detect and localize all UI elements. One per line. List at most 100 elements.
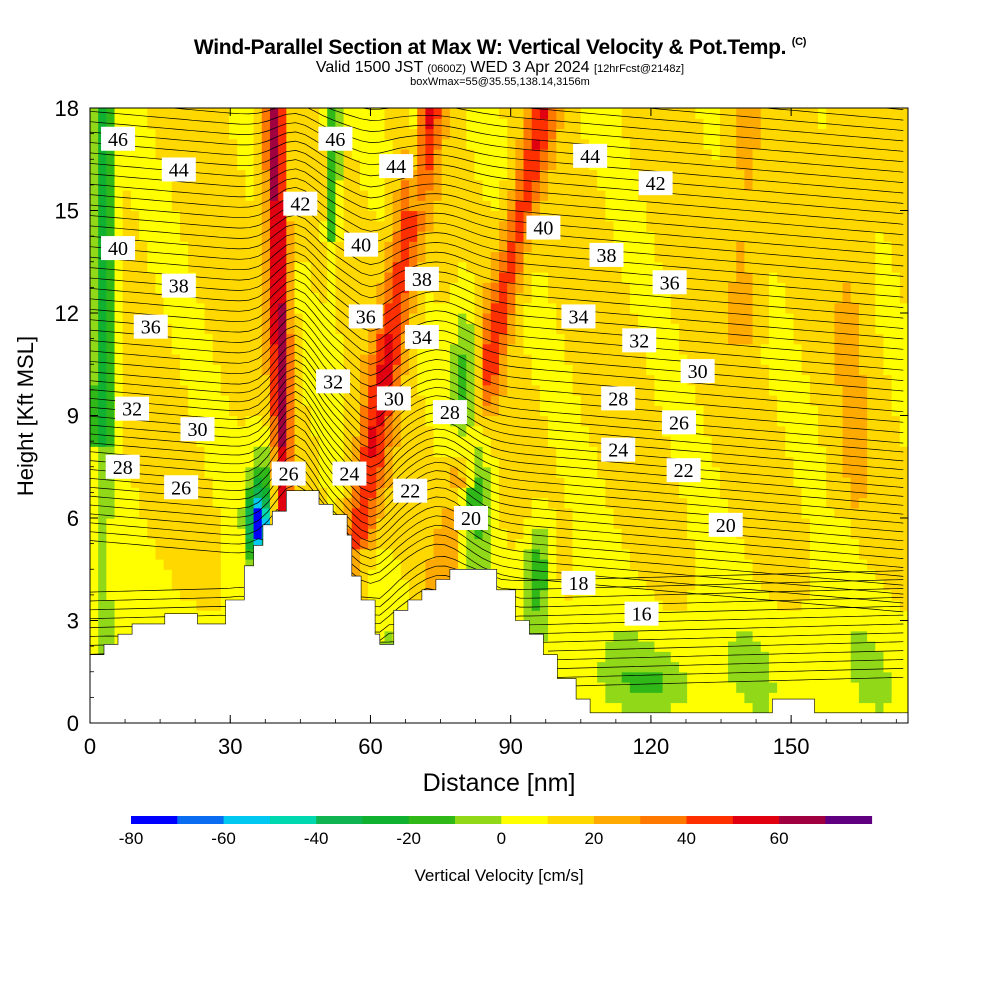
field-cell — [392, 548, 402, 560]
field-cell — [744, 220, 754, 232]
field-cell — [605, 415, 615, 427]
field-cell — [179, 333, 189, 345]
field-cell — [482, 261, 492, 273]
field-cell — [678, 528, 688, 540]
field-cell — [499, 405, 508, 417]
field-cell — [482, 231, 492, 242]
field-cell — [687, 682, 696, 693]
field-cell — [662, 477, 672, 488]
field-cell — [744, 415, 754, 427]
field-cell — [662, 569, 672, 581]
field-cell — [572, 692, 582, 704]
field-cell — [752, 220, 762, 232]
field-cell — [752, 292, 762, 304]
field-cell — [171, 415, 181, 427]
field-cell — [638, 128, 647, 140]
field-cell — [719, 302, 729, 314]
field-cell — [482, 128, 492, 140]
field-cell — [286, 436, 296, 447]
field-cell — [580, 518, 590, 529]
field-cell — [613, 538, 623, 550]
field-cell — [253, 333, 263, 345]
field-cell — [711, 466, 721, 478]
field-cell — [196, 190, 206, 201]
field-cell — [678, 548, 688, 560]
field-cell — [531, 200, 541, 212]
field-cell — [515, 343, 525, 355]
field-cell — [269, 384, 279, 396]
field-cell — [139, 507, 148, 519]
field-cell — [204, 128, 214, 140]
field-cell — [572, 231, 582, 242]
field-cell — [539, 108, 549, 119]
field-cell — [466, 559, 476, 570]
field-cell — [229, 333, 238, 345]
field-cell — [179, 589, 189, 601]
field-cell — [482, 364, 492, 376]
field-cell — [130, 261, 140, 273]
field-cell — [253, 456, 263, 468]
field-cell — [343, 220, 353, 232]
field-cell — [744, 128, 754, 140]
field-cell — [605, 179, 615, 191]
field-cell — [114, 200, 124, 212]
field-cell — [351, 251, 361, 263]
field-cell — [531, 497, 541, 509]
field-cell — [490, 210, 500, 222]
field-cell — [245, 282, 255, 294]
field-cell — [163, 231, 173, 242]
field-cell — [752, 108, 762, 119]
field-cell — [229, 559, 238, 570]
field-cell — [556, 641, 566, 652]
field-cell — [163, 241, 173, 253]
field-cell — [302, 354, 312, 365]
field-cell — [490, 528, 500, 540]
field-cell — [613, 108, 623, 119]
field-cell — [425, 343, 435, 355]
field-cell — [212, 282, 222, 294]
field-cell — [728, 231, 737, 242]
field-cell — [466, 200, 476, 212]
field-cell — [400, 292, 410, 304]
field-cell — [458, 169, 467, 181]
field-cell — [580, 333, 590, 345]
field-cell — [719, 220, 729, 232]
field-cell — [376, 138, 386, 150]
field-cell — [572, 497, 582, 509]
field-cell — [515, 405, 525, 417]
field-cell — [597, 190, 606, 201]
field-cell — [171, 600, 181, 611]
field-cell — [204, 436, 214, 447]
field-cell — [539, 128, 549, 140]
field-cell — [400, 354, 410, 365]
field-cell — [703, 671, 713, 683]
field-cell — [114, 569, 124, 581]
field-cell — [310, 343, 320, 355]
field-cell — [719, 323, 729, 335]
field-cell — [654, 292, 664, 304]
field-cell — [327, 118, 336, 130]
field-cell — [638, 425, 647, 437]
field-cell — [449, 261, 459, 273]
field-cell — [728, 600, 737, 611]
field-cell — [490, 548, 500, 560]
field-cell — [728, 436, 737, 447]
field-cell — [711, 538, 721, 550]
field-cell — [139, 241, 148, 253]
field-cell — [376, 477, 386, 488]
field-cell — [98, 313, 107, 324]
field-cell — [384, 333, 394, 345]
field-cell — [515, 507, 525, 519]
field-cell — [220, 589, 230, 601]
field-cell — [98, 559, 107, 570]
field-cell — [384, 179, 394, 191]
field-cell — [572, 343, 582, 355]
field-cell — [752, 456, 762, 468]
field-cell — [629, 456, 639, 468]
field-cell — [368, 190, 377, 201]
field-cell — [728, 200, 737, 212]
field-cell — [351, 364, 361, 376]
field-cell — [597, 610, 606, 622]
field-cell — [425, 415, 435, 427]
field-cell — [400, 579, 410, 591]
